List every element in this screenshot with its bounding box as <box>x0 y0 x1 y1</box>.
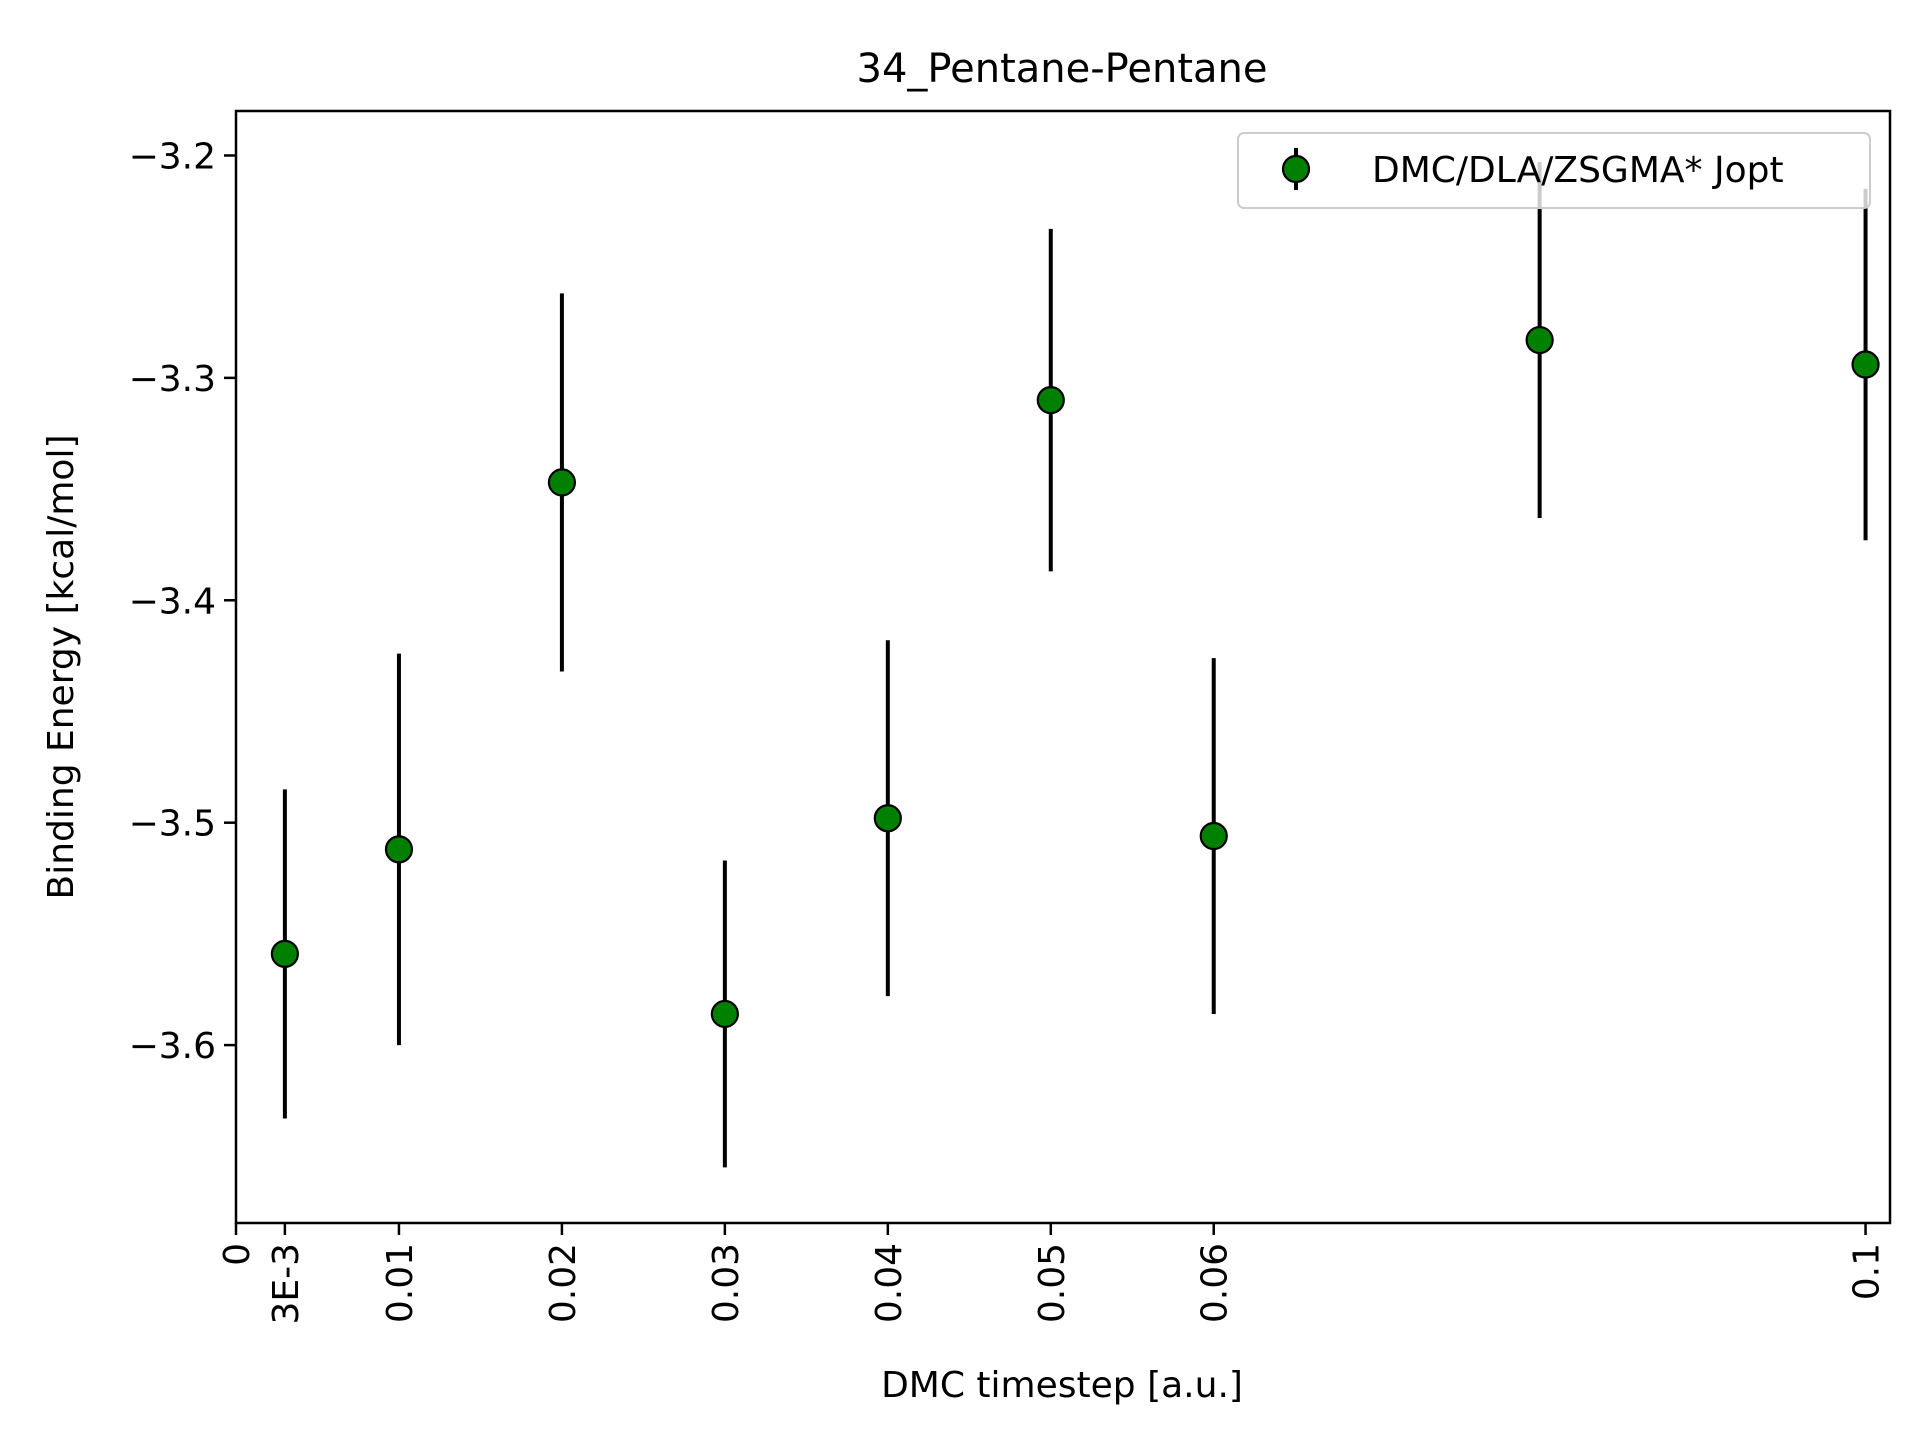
x-tick-label: 0.03 <box>706 1243 747 1323</box>
legend-box <box>1237 132 1871 209</box>
data-point <box>1525 325 1554 355</box>
x-axis: 0 3E-3 0.01 0.02 0.03 0.04 0.05 0.06 0.1 <box>217 1223 1888 1325</box>
y-tick-label: −3.4 <box>129 581 216 622</box>
x-tick-label: 0.01 <box>380 1243 421 1323</box>
y-tick-label: −3.3 <box>129 359 216 400</box>
x-tick-label: 0.04 <box>869 1243 910 1323</box>
y-tick-label: −3.6 <box>129 1026 216 1067</box>
x-tick-label: 0.1 <box>1847 1243 1888 1300</box>
data-point <box>384 835 414 864</box>
legend-marker <box>1281 154 1311 184</box>
data-point <box>873 804 902 833</box>
chart-title: 34_Pentane-Pentane <box>857 46 1268 92</box>
data-point <box>1036 386 1065 415</box>
y-axis: −3.2 −3.3 −3.4 −3.5 −3.6 <box>129 136 236 1067</box>
y-tick-label: −3.2 <box>129 136 216 177</box>
data-point <box>710 999 739 1029</box>
x-tick-label: 0.06 <box>1195 1243 1236 1323</box>
legend-entry-label: DMC/DLA/ZSGMA* Jopt <box>1372 150 1784 191</box>
data-point <box>270 939 299 968</box>
x-tick-label: 0.05 <box>1032 1243 1073 1323</box>
legend: DMC/DLA/ZSGMA* Jopt <box>1237 132 1871 209</box>
x-axis-label: DMC timestep [a.u.] <box>881 1365 1243 1406</box>
x-tick-label: 0.02 <box>543 1243 584 1323</box>
data-point <box>1199 821 1228 851</box>
plot-area <box>270 162 1880 1168</box>
x-tick-label: 3E-3 <box>266 1243 307 1325</box>
y-axis-label: Binding Energy [kcal/mol] <box>41 435 82 900</box>
y-tick-label: −3.5 <box>129 804 216 845</box>
data-point <box>547 468 577 497</box>
plot-frame <box>234 109 1892 1225</box>
x-tick-label: 0 <box>217 1243 258 1266</box>
data-point <box>1851 350 1880 379</box>
